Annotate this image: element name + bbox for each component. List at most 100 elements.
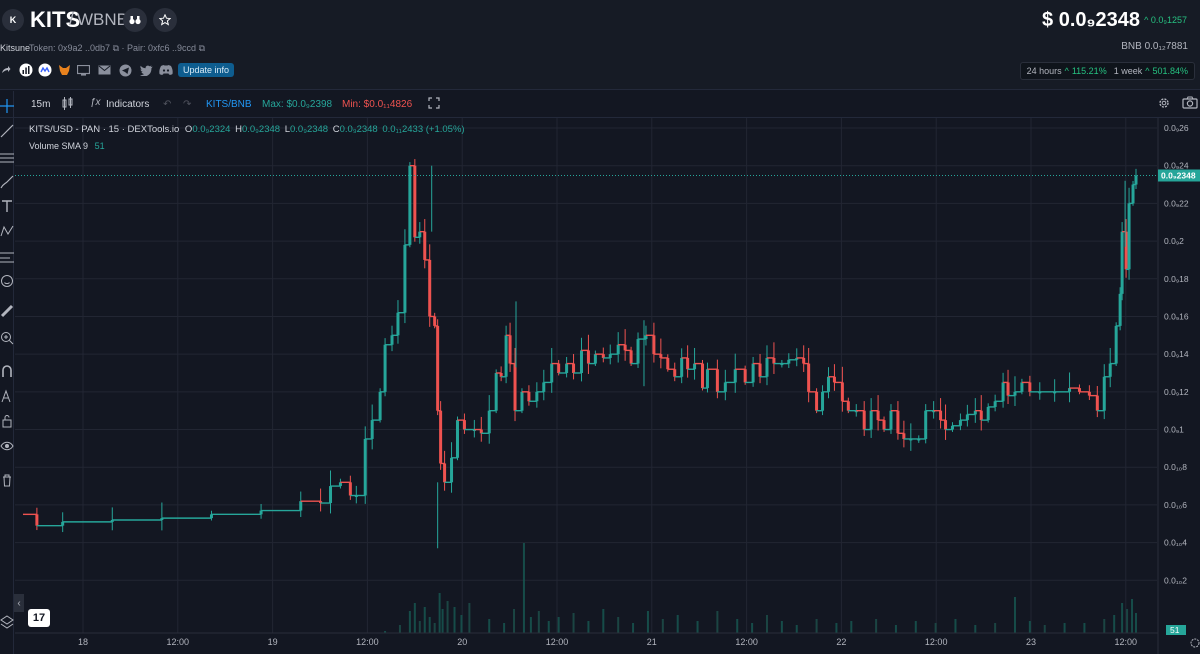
trash-icon[interactable] (0, 473, 14, 487)
collapse-toolbar-button[interactable]: ‹ (14, 594, 24, 612)
pair-toggle[interactable]: KITS/BNB (206, 99, 252, 110)
legend-change: 0.0₁₁2433 (+1.05%) (382, 124, 465, 135)
fib-icon[interactable] (0, 151, 14, 165)
volume-bar (994, 623, 997, 633)
text-icon[interactable] (0, 199, 14, 213)
fullscreen-button[interactable] (428, 97, 440, 112)
token-logo: K (2, 9, 24, 31)
legend-high-label: H (235, 124, 242, 135)
volume-bar (522, 543, 525, 633)
legend-open-label: O (184, 124, 193, 135)
brush-icon[interactable] (0, 175, 14, 189)
binoculars-button[interactable] (123, 8, 147, 32)
axis-settings-icon (1190, 638, 1200, 648)
volume-bar (716, 611, 719, 633)
legend-close: 0.0₉2348 (339, 124, 378, 135)
volume-bar (780, 621, 783, 633)
ohlc-legend: KITS/USD - PAN · 15 · DEXTools.io O0.0₉2… (29, 124, 465, 135)
token-address-text: Token: 0x9a2 ..0db7 (29, 43, 111, 53)
candles-icon (62, 97, 73, 110)
volume-bar (1103, 619, 1106, 633)
settings-button[interactable] (1157, 96, 1171, 113)
perf-week-value: 501.84% (1152, 66, 1188, 76)
price-axis[interactable]: 0.0₉26 0.0₉24 0.0₉22 0.0₉2 0.0₉18 0.0₉16 0.0₉1… (1157, 118, 1200, 654)
volume-bar (676, 615, 679, 633)
x-tick-label: 12:00 (925, 637, 948, 647)
volume-bar (850, 621, 853, 633)
lock-icon[interactable] (0, 414, 14, 428)
y-tick-label: 0.0₉26 (1164, 123, 1189, 133)
y-tick-label: 0.0₉12 (1164, 387, 1189, 397)
bnb-price: BNB 0.0₁₂7881 (1121, 41, 1188, 52)
chart-toolbar: 15m ƒx Indicators ↶ ↷ KITS/BNB Max: $0.0… (0, 91, 1200, 118)
layers-icon[interactable] (0, 615, 14, 629)
volume-bar (795, 625, 798, 633)
volume-bar (423, 607, 426, 633)
volume-legend-label: Volume SMA 9 (29, 141, 89, 151)
copy-icon[interactable]: ⧉ (198, 43, 206, 53)
undo-icon[interactable]: ↶ (163, 99, 172, 110)
x-tick-label: 12:00 (735, 637, 758, 647)
draw-mode-icon[interactable] (0, 389, 14, 403)
prediction-icon[interactable] (0, 249, 14, 263)
crosshair-icon[interactable] (0, 99, 14, 113)
volume-bar (572, 613, 575, 633)
volume-tag (1166, 625, 1186, 635)
min-price: Min: $0.0₁₁4826 (342, 99, 413, 110)
volume-bar (1135, 613, 1137, 633)
favorite-button[interactable] (153, 8, 177, 32)
twitter-icon[interactable] (139, 63, 153, 77)
volume-tag-text: 51 (1170, 625, 1180, 635)
email-icon[interactable] (97, 63, 111, 77)
volume-bar (894, 625, 897, 633)
y-tick-label: 0.0₁₀6 (1164, 500, 1187, 510)
ruler-icon[interactable] (0, 304, 14, 318)
max-price: Max: $0.0₉2398 (262, 99, 333, 110)
current-price: $ 0.0₉2348 (1042, 9, 1140, 31)
volume-bar (751, 623, 754, 633)
copy-icon[interactable]: ⧉ (112, 43, 120, 53)
interval-selector[interactable]: 15m (31, 99, 51, 110)
metamask-icon[interactable] (57, 63, 71, 77)
discord-icon[interactable] (159, 63, 173, 77)
candle-type-button[interactable] (62, 97, 73, 113)
pattern-icon[interactable] (0, 224, 14, 238)
indicators-button[interactable]: Indicators (106, 99, 150, 110)
volume-bar (453, 607, 456, 633)
screenshot-button[interactable] (1182, 96, 1198, 112)
telegram-icon[interactable] (118, 63, 132, 77)
volume-bar (1043, 625, 1046, 633)
volume-bar (418, 621, 421, 633)
legend-low-label: L (284, 124, 290, 135)
share-icon[interactable] (0, 63, 12, 77)
volume-bar (428, 617, 431, 633)
token-symbol: KITS (30, 7, 81, 32)
coinmarketcap-icon[interactable] (38, 63, 52, 77)
volume-bar (1126, 609, 1129, 633)
website-icon[interactable] (76, 63, 90, 77)
x-tick-label: 18 (78, 637, 88, 647)
price-chart[interactable]: 0.0₉26 0.0₉24 0.0₉22 0.0₉2 0.0₉18 0.0₉16 0.0₉1… (15, 118, 1200, 654)
last-price-text: 0.0₉2348 (1161, 170, 1196, 180)
volume-bar (1113, 615, 1116, 633)
volume-bar (587, 621, 590, 633)
y-tick-label: 0.0₉14 (1164, 349, 1189, 359)
legend-open: 0.0₉2324 (192, 124, 231, 135)
magnet-icon[interactable] (0, 364, 14, 378)
tradingview-logo[interactable]: 17 (28, 609, 50, 627)
token-address[interactable]: Token: 0x9a2 ..0db7 ⧉ · Pair: 0xfc6 ..9c… (29, 43, 205, 54)
emoji-icon[interactable] (0, 274, 14, 288)
trendline-icon[interactable] (0, 124, 14, 138)
time-axis[interactable]: 18 12:00 19 12:00 20 12:00 21 12:00 22 12:00 23 12:… (15, 632, 1200, 648)
update-info-button[interactable]: Update info (178, 63, 235, 77)
volume-bar (617, 617, 620, 633)
y-tick-label: 0.0₉1 (1164, 425, 1184, 435)
eye-icon[interactable] (0, 439, 14, 453)
volume-bar (1028, 621, 1031, 633)
zoom-in-icon[interactable] (0, 331, 14, 345)
volume-bar (696, 621, 699, 633)
pair-separator: / (69, 9, 75, 29)
redo-icon[interactable]: ↷ (183, 99, 192, 110)
volume-bar (765, 615, 768, 633)
chart-badge-icon[interactable] (19, 63, 33, 77)
